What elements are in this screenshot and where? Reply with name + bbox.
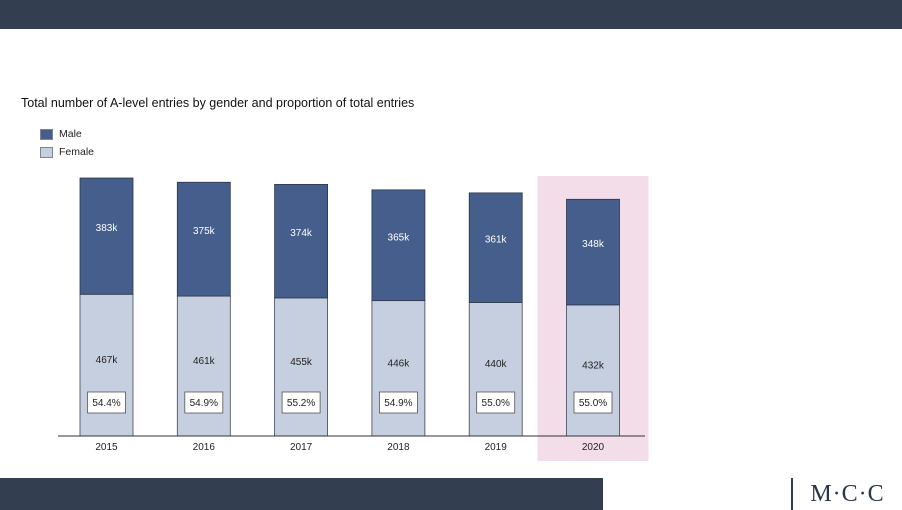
share-box-2016 [184, 391, 224, 414]
chart-legend: Male Female [40, 125, 94, 161]
share-box-2017 [281, 391, 321, 414]
x-tick-label-2018: 2018 [387, 442, 410, 453]
share-box-2020 [573, 391, 613, 414]
data-label-male-2019: 361k [485, 235, 508, 246]
share-box-2018 [378, 391, 418, 414]
data-label-female-2019: 440k [485, 359, 508, 370]
legend-swatch-female [40, 146, 53, 158]
data-label-male-2015: 383k [96, 223, 119, 234]
bar-male-2017 [274, 183, 329, 299]
x-tick-label-2016: 2016 [193, 442, 216, 453]
share-label-2016: 54.9% [190, 398, 218, 409]
x-tick-label-2019: 2019 [485, 442, 508, 453]
data-label-male-2020: 348k [582, 239, 605, 250]
mcc-logo: M·C·C [791, 478, 902, 510]
legend-label-female: Female [59, 146, 95, 158]
share-box-2019 [476, 391, 516, 414]
bar-male-2015 [79, 177, 134, 295]
x-tick-label-2015: 2015 [95, 442, 118, 453]
bar-male-2016 [176, 181, 231, 297]
chart-title: Total number of A-level entries by gende… [21, 96, 415, 110]
data-label-male-2017: 374k [290, 228, 313, 239]
data-label-female-2016: 461k [193, 356, 216, 367]
data-label-female-2017: 455k [290, 357, 313, 368]
share-label-2018: 54.9% [384, 398, 412, 409]
footer-bar [0, 478, 603, 510]
legend-swatch-male [40, 128, 53, 140]
share-label-2015: 54.4% [92, 398, 120, 409]
share-box-2015 [87, 391, 126, 414]
bar-male-2018 [371, 189, 426, 302]
data-label-female-2018: 446k [388, 358, 411, 369]
bar-female-2018 [371, 300, 426, 437]
share-label-2020: 55.0% [579, 398, 607, 409]
share-label-2019: 55.0% [482, 398, 510, 409]
data-label-male-2016: 375k [193, 226, 216, 237]
share-label-2017: 55.2% [287, 398, 315, 409]
data-label-female-2015: 467k [96, 355, 119, 366]
x-tick-label-2020: 2020 [582, 442, 605, 453]
legend-item-female: Female [40, 143, 94, 161]
x-tick-label-2017: 2017 [290, 442, 313, 453]
legend-label-male: Male [59, 128, 82, 140]
bar-female-2020 [566, 304, 620, 437]
data-label-male-2018: 365k [388, 232, 411, 243]
legend-item-male: Male [40, 125, 94, 143]
header-bar [0, 0, 902, 29]
data-label-female-2020: 432k [582, 360, 605, 371]
bar-male-2020 [566, 198, 620, 306]
bar-male-2019 [468, 192, 523, 303]
bar-female-2019 [468, 302, 523, 437]
